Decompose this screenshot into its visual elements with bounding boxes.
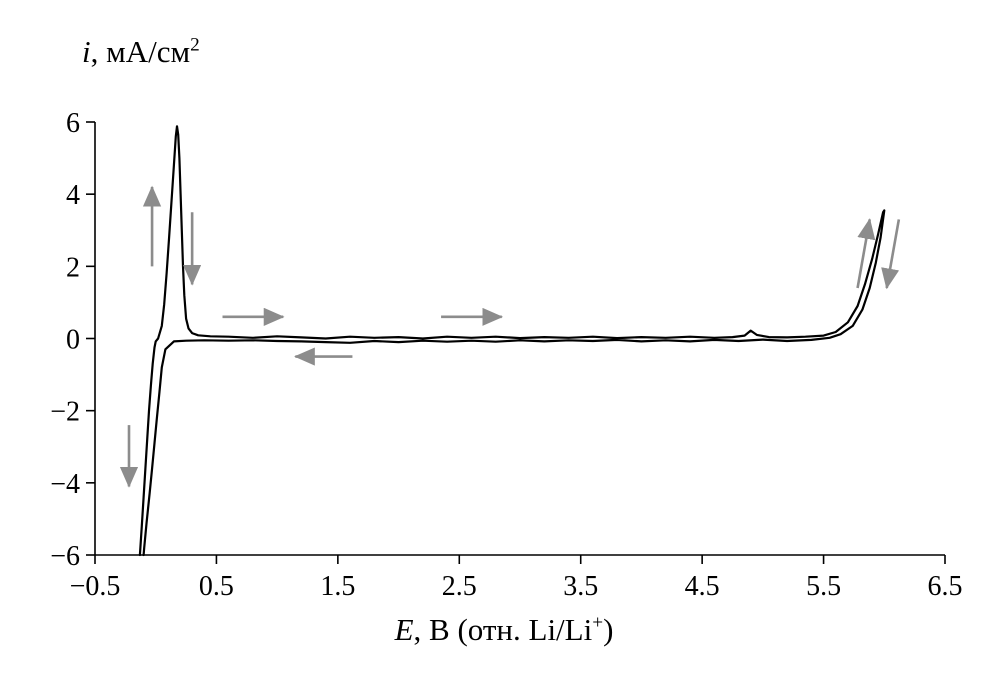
- y-tick-label: 4: [66, 180, 80, 211]
- x-tick-label: 6.5: [928, 571, 963, 602]
- y-tick-label: 0: [66, 325, 80, 356]
- y-tick-label: −6: [50, 541, 80, 572]
- x-axis-label: E, В (отн. Li/Li+): [0, 612, 1008, 648]
- x-tick-label: −0.5: [70, 571, 121, 602]
- y-tick-label: −2: [50, 397, 80, 428]
- y-axis-unit: , мА/см: [90, 34, 191, 69]
- x-tick-label: 4.5: [685, 571, 720, 602]
- y-axis-superscript: 2: [190, 34, 200, 56]
- y-tick-label: −4: [50, 469, 80, 500]
- x-tick-label: 3.5: [563, 571, 598, 602]
- x-axis-variable: E: [394, 612, 414, 647]
- y-axis-variable: i: [82, 34, 91, 69]
- y-axis-label: i, мА/см2: [82, 34, 200, 70]
- x-tick-label: 5.5: [806, 571, 841, 602]
- x-axis-unit-close: ): [603, 612, 614, 647]
- x-axis-unit: , В (отн. Li/Li: [413, 612, 593, 647]
- scan-direction-arrow: [856, 218, 876, 289]
- cv-trace: [138, 125, 886, 557]
- scan-direction-arrow: [881, 219, 901, 290]
- x-axis-superscript: +: [592, 612, 604, 634]
- y-tick-label: 2: [66, 252, 80, 283]
- x-tick-label: 2.5: [442, 571, 477, 602]
- x-tick-label: 1.5: [320, 571, 355, 602]
- y-tick-label: 6: [66, 108, 80, 139]
- x-tick-label: 0.5: [199, 571, 234, 602]
